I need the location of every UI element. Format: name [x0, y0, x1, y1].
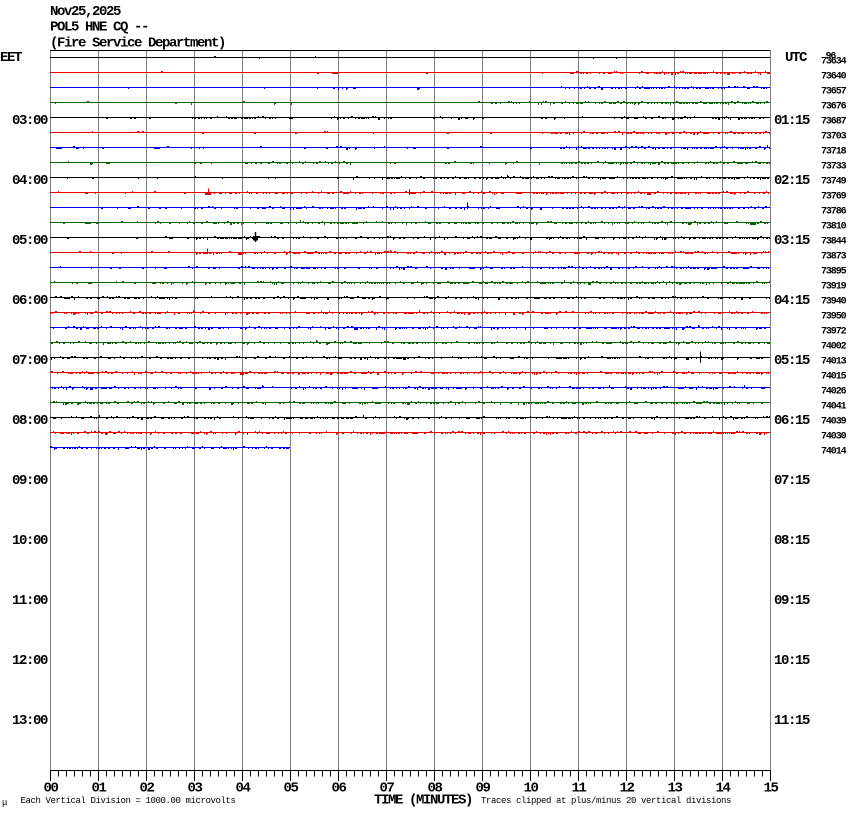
svg-text:74015: 74015 — [821, 372, 847, 383]
svg-text:73810: 73810 — [821, 222, 847, 233]
svg-text:10:00: 10:00 — [12, 533, 48, 549]
svg-text:03: 03 — [187, 781, 202, 797]
svg-text:07:15: 07:15 — [774, 473, 810, 489]
svg-text:73733: 73733 — [821, 162, 847, 173]
svg-text:73873: 73873 — [821, 252, 847, 263]
svg-text:Nov25,2025: Nov25,2025 — [50, 4, 121, 20]
svg-text:15: 15 — [763, 781, 778, 797]
svg-text:06: 06 — [331, 781, 346, 797]
svg-text:00: 00 — [43, 781, 58, 797]
svg-text:05:00: 05:00 — [12, 233, 48, 249]
svg-text:UTC: UTC — [785, 50, 808, 66]
svg-text:Each Vertical Division = 1000.: Each Vertical Division = 1000.00 microvo… — [21, 796, 236, 806]
svg-text:74041: 74041 — [821, 402, 847, 413]
svg-text:07: 07 — [379, 781, 394, 797]
svg-text:03:15: 03:15 — [774, 233, 810, 249]
svg-text:TIME (MINUTES): TIME (MINUTES) — [374, 793, 472, 809]
svg-text:74014: 74014 — [821, 447, 847, 458]
svg-text:73769: 73769 — [821, 192, 847, 203]
svg-text:08:00: 08:00 — [12, 413, 48, 429]
svg-text:73895: 73895 — [821, 267, 847, 278]
svg-text:03:00: 03:00 — [12, 113, 48, 129]
svg-text:11:15: 11:15 — [774, 713, 810, 729]
svg-text:73749: 73749 — [821, 177, 847, 188]
svg-text:11: 11 — [571, 781, 586, 797]
svg-text:02: 02 — [139, 781, 154, 797]
svg-text:74002: 74002 — [821, 342, 847, 353]
svg-text:73844: 73844 — [821, 237, 847, 248]
svg-text:EET: EET — [0, 50, 22, 66]
svg-text:08:15: 08:15 — [774, 533, 810, 549]
svg-text:01: 01 — [91, 781, 106, 797]
svg-text:09:15: 09:15 — [774, 593, 810, 609]
svg-text:Traces clipped at plus/minus 2: Traces clipped at plus/minus 20 vertical… — [481, 796, 731, 806]
svg-text:73950: 73950 — [821, 312, 847, 323]
svg-text:07:00: 07:00 — [12, 353, 48, 369]
svg-text:73640: 73640 — [821, 72, 847, 83]
svg-text:73718: 73718 — [821, 147, 847, 158]
svg-text:14: 14 — [715, 781, 730, 797]
svg-text:73919: 73919 — [821, 282, 847, 293]
svg-text:09: 09 — [475, 781, 490, 797]
svg-text:01:15: 01:15 — [774, 113, 810, 129]
svg-text:73676: 73676 — [821, 102, 847, 113]
svg-text:73786: 73786 — [821, 207, 847, 218]
svg-text:96: 96 — [826, 52, 837, 63]
svg-text:73657: 73657 — [821, 87, 847, 98]
svg-text:04:15: 04:15 — [774, 293, 810, 309]
svg-text:73940: 73940 — [821, 297, 847, 308]
svg-text:06:15: 06:15 — [774, 413, 810, 429]
svg-text:04:00: 04:00 — [12, 173, 48, 189]
svg-text:06:00: 06:00 — [12, 293, 48, 309]
svg-text:73703: 73703 — [821, 132, 847, 143]
svg-text:13:00: 13:00 — [12, 713, 48, 729]
svg-text:73687: 73687 — [821, 117, 847, 128]
svg-text:74039: 74039 — [821, 417, 847, 428]
svg-text:13: 13 — [667, 781, 682, 797]
svg-text:74030: 74030 — [821, 432, 847, 443]
svg-text:02:15: 02:15 — [774, 173, 810, 189]
svg-text:05:15: 05:15 — [774, 353, 810, 369]
svg-text:04: 04 — [235, 781, 250, 797]
svg-text:11:00: 11:00 — [12, 593, 48, 609]
svg-text:10:15: 10:15 — [774, 653, 810, 669]
svg-text:09:00: 09:00 — [12, 473, 48, 489]
svg-text:12:00: 12:00 — [12, 653, 48, 669]
svg-text:05: 05 — [283, 781, 298, 797]
svg-text:μ: μ — [2, 798, 8, 808]
svg-text:08: 08 — [427, 781, 442, 797]
svg-text:73972: 73972 — [821, 327, 847, 338]
svg-text:POL5 HNE CQ --: POL5 HNE CQ -- — [50, 20, 148, 36]
svg-text:74026: 74026 — [821, 387, 847, 398]
svg-text:73634: 73634 — [821, 57, 847, 68]
svg-text:74013: 74013 — [821, 357, 847, 368]
svg-text:12: 12 — [619, 781, 634, 797]
svg-text:(Fire Service Department): (Fire Service Department) — [50, 35, 225, 51]
svg-text:10: 10 — [523, 781, 538, 797]
